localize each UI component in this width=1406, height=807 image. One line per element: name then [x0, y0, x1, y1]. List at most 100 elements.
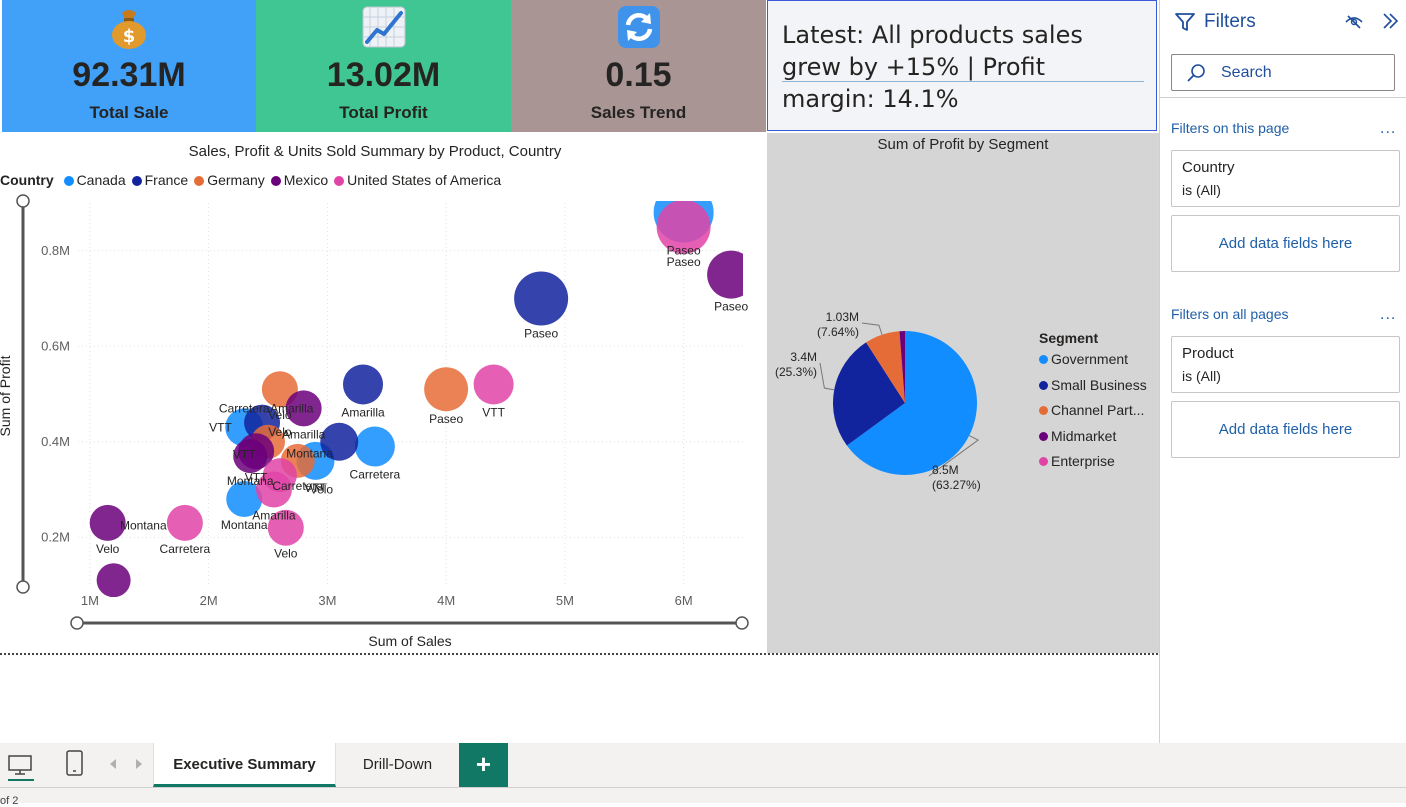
filter-card-product[interactable]: Product is (All) — [1171, 336, 1400, 393]
scatter-points[interactable] — [89, 183, 755, 598]
y-tick-label: 0.4M — [41, 434, 70, 449]
filter-card-country[interactable]: Country is (All) — [1171, 150, 1400, 207]
scatter-bubble[interactable] — [707, 250, 755, 299]
pie-slice[interactable] — [833, 342, 905, 446]
legend-item[interactable]: Germany — [194, 172, 265, 188]
legend-item[interactable]: United States of America — [334, 172, 501, 188]
filter-search-input[interactable]: Search — [1171, 54, 1395, 91]
point-label: Amarilla — [282, 427, 326, 441]
filters-divider — [1160, 97, 1406, 98]
pie-legend-item[interactable]: Small Business — [1039, 377, 1147, 403]
legend-item[interactable]: France — [131, 172, 188, 188]
point-label: Paseo — [667, 255, 701, 269]
pie-chart[interactable]: 8.5M(63.27%) 3.4M(25.3%) 1.03M(7.64%) — [767, 133, 1159, 653]
point-label: Velo — [268, 408, 292, 422]
scatter-plot[interactable]: 1M 2M 3M 4M 5M 6M 0.2M 0.4M 0.6M 0.8M Sum of Sales… — [0, 133, 767, 653]
scroll-left-icon[interactable] — [107, 757, 119, 776]
pie-chart-visual[interactable]: Sum of Profit by Segment 8.5M (63.27%) 3.4… — [767, 133, 1159, 653]
legend-label: Channel Part... — [1051, 402, 1145, 418]
point-label: Velo — [96, 542, 120, 556]
scatter-chart-visual[interactable]: Sales, Profit & Units Sold Summary by Pr… — [0, 133, 767, 653]
pie-legend-title: Segment — [1039, 330, 1099, 346]
scatter-bubble[interactable] — [320, 422, 359, 461]
page-count-text: of 2 — [0, 795, 19, 807]
tab-drill-down[interactable]: Drill-Down — [337, 743, 458, 787]
x-tick-label: 3M — [318, 593, 336, 608]
scatter-bubble[interactable] — [424, 367, 469, 412]
point-label: Velo — [274, 547, 298, 561]
point-label: Carretera — [350, 468, 401, 482]
pie-slice[interactable] — [846, 331, 977, 475]
scatter-bubble[interactable] — [354, 426, 395, 467]
legend-label: Midmarket — [1051, 427, 1117, 444]
filter-field-name: Country — [1182, 159, 1235, 176]
pie-slice[interactable] — [866, 331, 905, 403]
kpi-card-total-profit[interactable]: 13.02M Total Profit — [256, 0, 511, 132]
pie-legend-item[interactable]: Channel Part... — [1039, 402, 1147, 428]
point-label: VTT — [245, 470, 268, 484]
scatter-bubble[interactable] — [343, 364, 383, 405]
more-options-icon[interactable]: ... — [1380, 306, 1397, 323]
scatter-bubble[interactable] — [514, 271, 569, 326]
headline-underline — [782, 81, 1144, 82]
scatter-bubble[interactable] — [96, 563, 131, 597]
pie-slice[interactable] — [899, 331, 905, 403]
search-icon — [1186, 63, 1206, 88]
legend-item[interactable]: Mexico — [270, 172, 328, 188]
funnel-icon — [1174, 11, 1196, 38]
scatter-bubble[interactable] — [233, 439, 268, 474]
scatter-legend: Country Canada France Germany Mexico United … — [0, 172, 501, 188]
pie-legend-item[interactable]: Enterprise — [1039, 453, 1147, 479]
headline-text: Latest: All products sales grew by +15% … — [782, 21, 1083, 113]
point-label: Montana — [227, 474, 274, 488]
x-tick-label: 5M — [556, 593, 574, 608]
point-label: Paseo — [714, 300, 748, 314]
scatter-bubble[interactable] — [656, 200, 711, 254]
pie-legend-item[interactable]: Midmarket — [1039, 428, 1147, 454]
add-data-fields-label: Add data fields here — [1218, 421, 1353, 438]
legend-label: Canada — [76, 172, 126, 188]
point-label: Amarilla — [270, 401, 314, 415]
more-options-icon[interactable]: ... — [1380, 120, 1397, 137]
scatter-bubble[interactable] — [166, 504, 203, 541]
kpi-card-sales-trend[interactable]: 0.15 Sales Trend — [511, 0, 766, 132]
scatter-bubble[interactable] — [226, 481, 263, 518]
y-tick-label: 0.8M — [41, 243, 70, 258]
scatter-bubble[interactable] — [285, 390, 322, 427]
scatter-bubble[interactable] — [262, 458, 297, 493]
legend-item[interactable]: Canada — [63, 172, 126, 188]
scatter-bubble[interactable] — [473, 364, 514, 405]
pie-leader-line — [861, 322, 883, 335]
point-label: Amarilla — [341, 405, 385, 419]
headline-card[interactable]: Latest: All products sales grew by +15% … — [767, 0, 1157, 131]
filters-pane[interactable]: Filters Search Filters on this page ... … — [1159, 0, 1406, 743]
y-tick-label: 0.2M — [41, 529, 70, 544]
scatter-bubble[interactable] — [89, 504, 126, 541]
add-data-fields-page[interactable]: Add data fields here — [1171, 215, 1400, 272]
mobile-view-icon[interactable] — [64, 749, 86, 784]
kpi-card-total-sale[interactable]: $ 92.31M Total Sale — [2, 0, 256, 132]
desktop-view-icon[interactable] — [6, 751, 36, 786]
pie-value-label: 1.03M — [826, 310, 859, 324]
scatter-bubble[interactable] — [267, 509, 304, 546]
y-zoom-slider[interactable] — [16, 194, 30, 594]
add-page-button[interactable]: + — [459, 743, 508, 787]
filter-field-value: is (All) — [1182, 182, 1221, 198]
kpi-label: Total Profit — [339, 103, 428, 122]
filters-on-this-page-heading: Filters on this page — [1171, 120, 1290, 136]
money-bag-icon: $ — [2, 5, 256, 51]
scroll-right-icon[interactable] — [133, 757, 145, 776]
point-label: VTT — [482, 405, 505, 419]
pie-percent-label: (25.3%) — [775, 365, 817, 379]
refresh-icon — [511, 5, 766, 51]
point-label: Velo — [310, 483, 334, 497]
tab-executive-summary[interactable]: Executive Summary — [153, 743, 336, 787]
x-zoom-slider[interactable] — [70, 616, 749, 630]
hide-eye-icon[interactable] — [1344, 13, 1364, 36]
collapse-pane-icon[interactable] — [1382, 10, 1400, 37]
point-label: VTT — [304, 481, 327, 495]
pie-legend-item[interactable]: Government — [1039, 351, 1147, 377]
kpi-label: Sales Trend — [590, 103, 687, 122]
legend-dot — [1039, 406, 1048, 415]
add-data-fields-all[interactable]: Add data fields here — [1171, 401, 1400, 458]
